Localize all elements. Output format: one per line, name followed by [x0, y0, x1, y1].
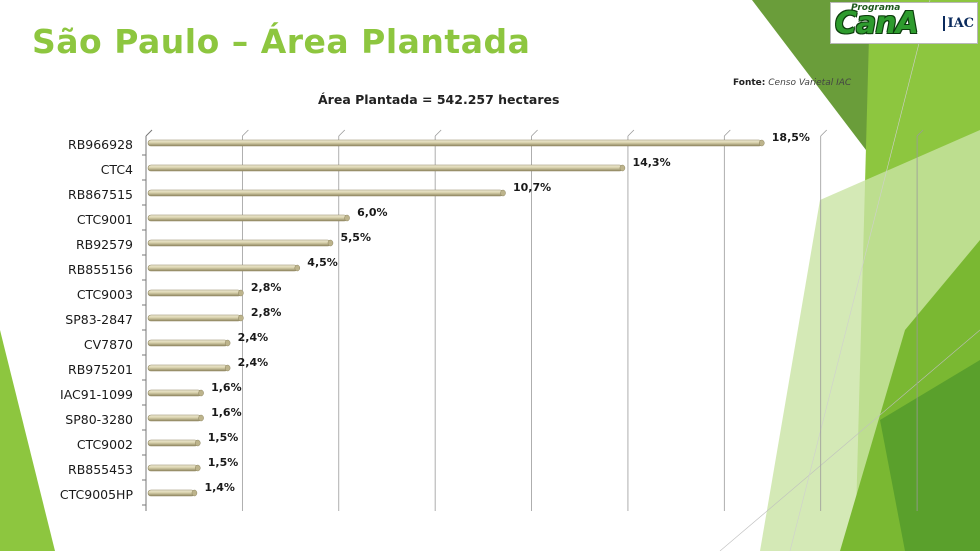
gridline-top	[724, 129, 731, 137]
bar-end-cap	[224, 364, 231, 372]
bar-end-cap	[344, 214, 350, 222]
bar	[147, 239, 331, 247]
logo-cana-text: CanA	[835, 6, 919, 41]
bar-end-cap	[619, 164, 626, 172]
data-label: 2,8%	[251, 281, 282, 294]
category-label: RB966928	[68, 137, 133, 152]
data-label: 1,6%	[211, 381, 242, 394]
bar	[147, 214, 348, 222]
bar	[147, 414, 202, 422]
bar	[147, 364, 228, 372]
category-label: RB867515	[68, 187, 133, 202]
category-label: RB92579	[76, 237, 133, 252]
category-label: CV7870	[84, 337, 133, 352]
bar	[147, 164, 623, 172]
category-label: CTC9003	[77, 287, 133, 302]
bar	[147, 339, 228, 347]
bar-end-cap	[224, 339, 231, 347]
data-label: 2,4%	[238, 331, 269, 344]
category-label: CTC9005HP	[60, 487, 134, 502]
category-label: SP83-2847	[65, 312, 133, 327]
category-label: SP80-3280	[65, 412, 133, 427]
axis-corner	[145, 129, 153, 137]
gridline-top	[916, 129, 924, 137]
decor-thin-line	[719, 329, 980, 551]
bar-end-cap	[294, 264, 301, 272]
gridline-top	[627, 129, 635, 137]
bar-end-cap	[191, 489, 198, 497]
gridline-top	[434, 129, 442, 137]
gridline-top	[338, 129, 346, 137]
data-label: 2,8%	[251, 306, 282, 319]
data-label: 5,5%	[340, 231, 371, 244]
bar	[147, 389, 202, 397]
source-value: Censo Varietal IAC	[768, 78, 852, 88]
data-label: 1,5%	[208, 456, 239, 469]
category-label: RB855453	[68, 462, 133, 477]
data-label: 6,0%	[357, 206, 388, 219]
bar	[147, 264, 298, 272]
decor-mid-green-shape	[880, 360, 980, 551]
bar	[147, 314, 242, 322]
data-label: 1,4%	[204, 481, 235, 494]
chart-title: Área Plantada = 542.257 hectares	[318, 92, 560, 107]
data-label: 10,7%	[513, 181, 551, 194]
category-label: IAC91-1099	[60, 387, 133, 402]
data-label: 1,5%	[208, 431, 239, 444]
bar	[147, 189, 504, 197]
programa-cana-logo: Programa CanA IAC	[830, 2, 978, 44]
decor-thin-line	[789, 0, 931, 551]
decor-left-green-shape	[0, 330, 55, 551]
data-label: 1,6%	[211, 406, 242, 419]
data-label: 14,3%	[632, 156, 670, 169]
gridline-top	[242, 129, 249, 137]
bar-end-cap	[238, 314, 244, 322]
data-label: 4,5%	[307, 256, 338, 269]
bar-end-cap	[238, 289, 244, 297]
bar	[147, 489, 195, 497]
bar-end-cap	[759, 139, 765, 147]
bar-end-cap	[195, 464, 201, 472]
bar	[147, 464, 199, 472]
data-label: 18,5%	[772, 131, 810, 144]
logo-iac-text: IAC	[943, 16, 974, 31]
page-title: São Paulo – Área Plantada	[32, 22, 531, 61]
bar	[147, 439, 199, 447]
category-label: CTC9001	[77, 212, 133, 227]
category-label: RB975201	[68, 362, 133, 377]
gridline-top	[820, 129, 827, 137]
bar-end-cap	[198, 389, 204, 397]
bar	[147, 289, 242, 297]
bar	[147, 139, 763, 147]
category-label: CTC4	[101, 162, 133, 177]
bar-end-cap	[500, 189, 506, 197]
source-label: Fonte:	[733, 78, 766, 88]
data-label: 2,4%	[238, 356, 269, 369]
labels: RB966928 18,5% CTC4 14,3% RB867515 10,7% CTC90…	[60, 131, 810, 502]
axis	[142, 129, 153, 511]
category-label: CTC9002	[77, 437, 133, 452]
bar-end-cap	[195, 439, 201, 447]
bars	[147, 139, 765, 497]
bar-end-cap	[198, 414, 204, 422]
gridline-top	[531, 129, 538, 137]
source-note: Fonte: Censo Varietal IAC	[733, 78, 851, 88]
bar-end-cap	[327, 239, 334, 247]
category-label: RB855156	[68, 262, 133, 277]
gridlines	[241, 129, 924, 511]
logo-programa-text: Programa	[851, 3, 901, 13]
